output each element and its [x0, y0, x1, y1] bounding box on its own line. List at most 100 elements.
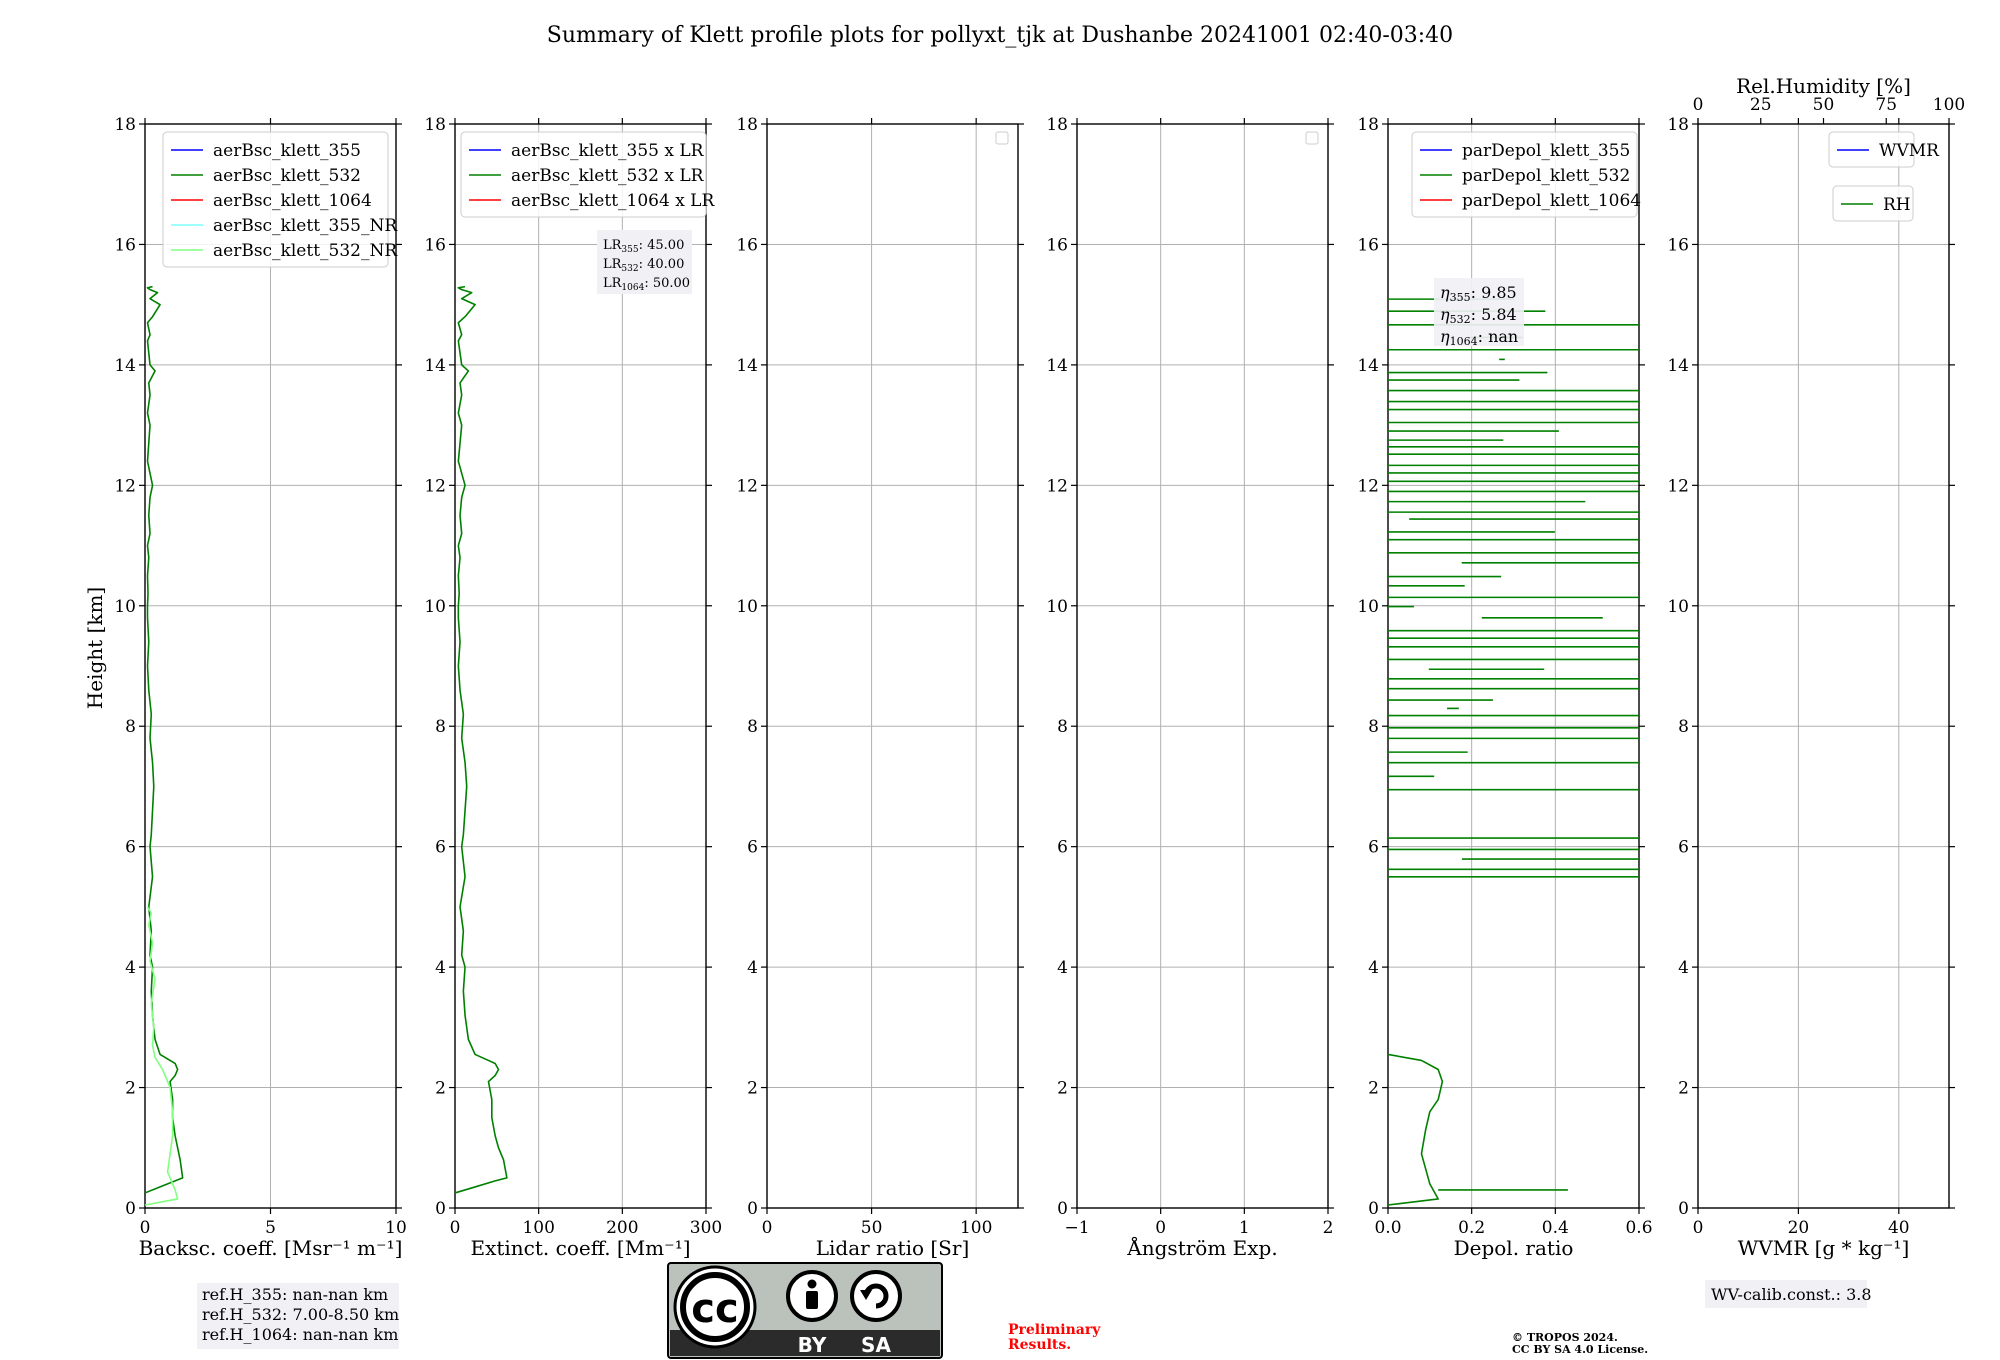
axes-frame: [1697, 123, 1950, 1209]
by-label: BY: [798, 1333, 827, 1357]
y-tick-label: 0: [435, 1199, 446, 1219]
top-x-tick-label: 100: [1933, 95, 1965, 115]
y-tick-label: 4: [1368, 958, 1379, 978]
panel-5: 0 2 4 6 8 10 12 14 16 18 0.0 0.2 0.4 0.6 Depol. ratio p…: [1357, 115, 1652, 1260]
y-tick-label: 14: [1667, 356, 1689, 376]
legend: aerBsc_klett_355 aerBsc_klett_532 aerBsc_k…: [162, 131, 398, 268]
y-tick-label: 18: [424, 115, 446, 135]
legend-label: WVMR: [1879, 141, 1940, 161]
legend-box: [162, 131, 389, 268]
y-tick-label: 18: [1667, 115, 1689, 135]
legend-label: aerBsc_klett_355 x LR: [511, 141, 705, 161]
y-tick-label: 12: [424, 476, 446, 496]
legend: aerBsc_klett_355 x LR aerBsc_klett_532 x …: [460, 131, 715, 218]
series-line-aerBsc_klett_532_NR: [144, 906, 179, 1206]
lr-info-box: LR355: 45.00 LR532: 40.00 LR1064: 50.00: [597, 230, 692, 294]
legend-label: aerBsc_klett_532: [213, 166, 361, 186]
x-tick-label: 0: [762, 1218, 773, 1238]
top-x-tick-label: 25: [1750, 95, 1772, 115]
x-tick-label: 5: [265, 1218, 276, 1238]
y-tick-label: 12: [1357, 476, 1379, 496]
x-tick-label: 20: [1788, 1218, 1810, 1238]
preliminary-note: Preliminary: [1008, 1322, 1101, 1338]
x-tick-label: 40: [1888, 1218, 1910, 1238]
copyright-note: CC BY SA 4.0 License.: [1512, 1343, 1648, 1356]
y-tick-label: 10: [1357, 597, 1379, 617]
x-tick-label: 100: [522, 1218, 554, 1238]
y-tick-label: 2: [435, 1079, 446, 1099]
y-tick-label: 6: [125, 838, 136, 858]
y-tick-label: 12: [736, 476, 758, 496]
legend: RH: [1832, 185, 1914, 222]
legend-box: [1828, 131, 1915, 168]
eta-line: η1064: nan: [1440, 327, 1518, 348]
x-axis-label: Extinct. coeff. [Mm⁻¹]: [470, 1236, 690, 1260]
legend-label: parDepol_klett_532: [1462, 166, 1630, 186]
y-tick-label: 10: [424, 597, 446, 617]
y-tick-label: 4: [1678, 958, 1689, 978]
cc-circle-inner: [680, 1272, 750, 1342]
lr-line: LR355: 45.00: [603, 238, 684, 255]
y-tick-label: 18: [1046, 115, 1068, 135]
legend-label: aerBsc_klett_1064 x LR: [511, 191, 715, 211]
x-tick-label: 50: [861, 1218, 883, 1238]
series-line-aerBsc_klett_532: [144, 285, 184, 1194]
legend-box: [460, 131, 707, 218]
lr-info-bg: [597, 230, 692, 294]
y-tick-label: 6: [1057, 838, 1068, 858]
y-tick-label: 8: [1368, 717, 1379, 737]
y-tick-label: 6: [435, 838, 446, 858]
x-tick-label: 1: [1239, 1218, 1250, 1238]
x-tick-label: 0: [1693, 1218, 1704, 1238]
wv-calib-box: WV-calib.const.: 3.8: [1705, 1280, 1872, 1308]
y-tick-label: 8: [747, 717, 758, 737]
y-tick-label: 2: [747, 1079, 758, 1099]
x-axis-label: Lidar ratio [Sr]: [816, 1236, 970, 1260]
legend-label: aerBsc_klett_532_NR: [213, 241, 398, 261]
cc-by-sa-badge: cc BY SA: [667, 1262, 943, 1359]
y-tick-label: 0: [125, 1199, 136, 1219]
x-axis-label: Backsc. coeff. [Msr⁻¹ m⁻¹]: [139, 1236, 403, 1260]
legend-box: [1411, 131, 1638, 218]
by-icon-body: [806, 1291, 818, 1309]
top-x-axis-label: Rel.Humidity [%]: [1736, 74, 1911, 98]
y-tick-label: 18: [114, 115, 136, 135]
x-tick-label: 0.2: [1458, 1218, 1485, 1238]
legend: parDepol_klett_355 parDepol_klett_532 parD…: [1411, 131, 1641, 218]
sa-icon-circle: [850, 1270, 902, 1322]
y-tick-label: 6: [1678, 838, 1689, 858]
y-tick-label: 16: [424, 235, 446, 255]
x-axis-label: Depol. ratio: [1454, 1236, 1574, 1260]
eta-line: η355: 9.85: [1440, 283, 1517, 304]
y-tick-label: 18: [1357, 115, 1379, 135]
y-tick-label: 2: [125, 1079, 136, 1099]
y-tick-label: 14: [1046, 356, 1068, 376]
legend-label: aerBsc_klett_532 x LR: [511, 166, 705, 186]
y-tick-label: 8: [1057, 717, 1068, 737]
y-tick-label: 2: [1678, 1079, 1689, 1099]
axes-frame: [1076, 123, 1329, 1209]
ref-height-line: ref.H_532: 7.00-8.50 km: [202, 1305, 399, 1324]
y-tick-label: 16: [114, 235, 136, 255]
preliminary-note: Results.: [1008, 1337, 1071, 1353]
legend-label: parDepol_klett_355: [1462, 141, 1630, 161]
x-tick-label: 0: [450, 1218, 461, 1238]
legend-label: aerBsc_klett_355_NR: [213, 216, 398, 236]
y-tick-label: 14: [114, 356, 136, 376]
x-tick-label: 0.0: [1374, 1218, 1401, 1238]
x-tick-label: 0.4: [1542, 1218, 1569, 1238]
y-tick-label: 2: [1057, 1079, 1068, 1099]
legend-label: RH: [1883, 195, 1911, 215]
eta-info-bg: [1434, 278, 1524, 346]
by-icon-head: [807, 1279, 817, 1289]
y-tick-label: 10: [114, 597, 136, 617]
y-tick-label: 12: [1667, 476, 1689, 496]
y-tick-label: 4: [435, 958, 446, 978]
x-tick-label: 0.6: [1625, 1218, 1652, 1238]
sa-icon-arrow: [860, 1290, 872, 1300]
